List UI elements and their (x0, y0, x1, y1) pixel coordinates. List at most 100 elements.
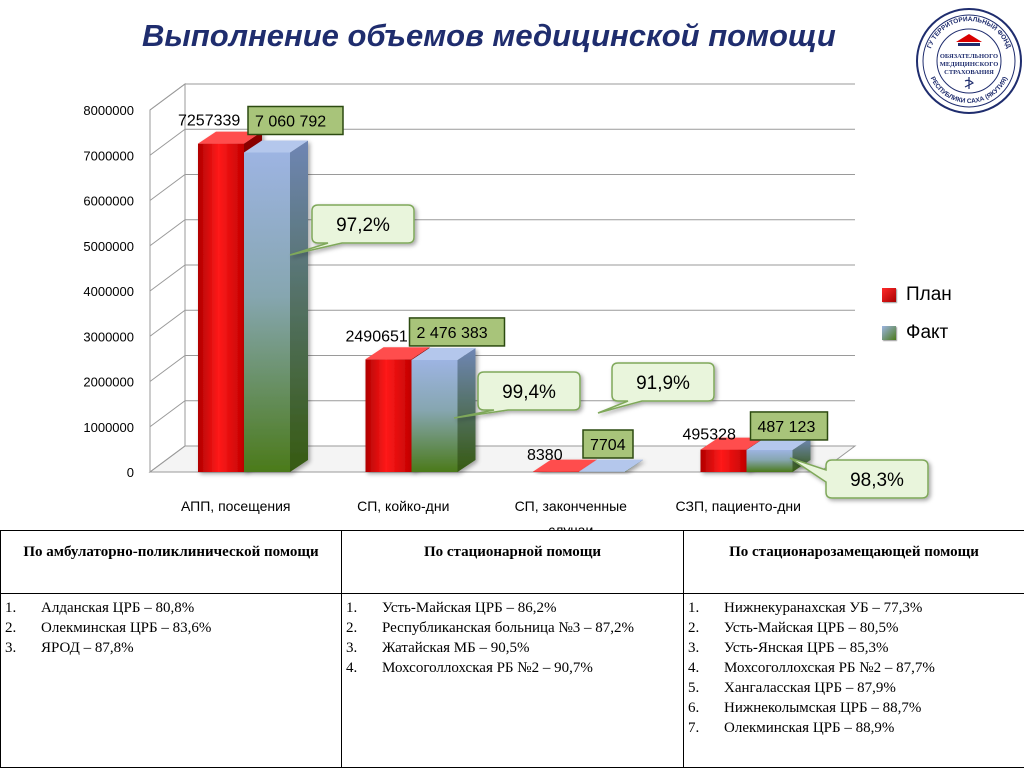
x-category-label-line: случаи (548, 522, 593, 530)
bar-top (579, 459, 643, 472)
list-item-text: ЯРОД – 87,8% (41, 640, 134, 656)
list-item-number: 1. (346, 600, 358, 616)
bar-top (365, 347, 430, 360)
bar-fact (411, 347, 476, 472)
header-day-hospital: По стационарозамещающей помощи (683, 530, 1024, 594)
bar-front (244, 152, 290, 473)
bar-fact (579, 459, 643, 472)
list-item-number: 2. (5, 620, 17, 636)
percent-callout (597, 362, 715, 414)
legend-label-plan: План (906, 284, 952, 305)
list-item-number: 1. (5, 600, 17, 616)
bar-top (746, 437, 811, 450)
fact-value-box (247, 105, 344, 136)
x-category-label: СЗП, пациенто-дни (676, 498, 801, 514)
list-item: 4. Мохсоголлохская РБ №2 – 87,7% (688, 658, 1020, 678)
percent-callout (289, 204, 415, 256)
bar-fact (244, 140, 308, 473)
bar-top (533, 459, 597, 472)
list-item-number: 4. (346, 660, 358, 676)
plan-value-label: 8380 (527, 447, 563, 464)
seal-line-2: МЕДИЦИНСКОГО (940, 61, 999, 68)
column-inpatient: 1. Усть-Майская ЦРБ – 86,2% 2. Республиканс… (341, 593, 684, 768)
list-item: 7. Олекминская ЦРБ – 88,9% (688, 718, 1020, 738)
plan-value-label: 495328 (683, 427, 736, 444)
bar-top (244, 140, 308, 153)
list-item-text: Олекминская ЦРБ – 83,6% (41, 620, 212, 636)
list-item: 1. Алданская ЦРБ – 80,8% (5, 598, 337, 618)
page-title: Выполнение объемов медицинской помощи (142, 18, 836, 53)
list-item-text: Олекминская ЦРБ – 88,9% (724, 720, 895, 736)
fact-value-box (408, 317, 506, 347)
bar-chart: 0 1000000 2000000 3000000 4000000 5000000 6000… (83, 83, 929, 530)
list-item-number: 2. (688, 620, 700, 636)
percent-label: 99,4% (502, 382, 556, 403)
x-category-label: СП, койко-дни (357, 498, 449, 514)
percent-label: 98,3% (850, 470, 904, 491)
list-day-hospital: 1. Нижнекуранахская УБ – 77,3% 2. Усть-Майс… (688, 598, 1020, 738)
bar-top (411, 347, 476, 360)
list-item-text: Республиканская больница №3 – 87,2% (382, 620, 635, 636)
gridline (149, 128, 855, 156)
list-ambulatory: 1. Алданская ЦРБ – 80,8% 2. Олекминская ЦРБ… (5, 598, 337, 658)
fact-value-label: 7704 (590, 437, 626, 454)
percent-callout (789, 457, 929, 499)
fact-value-label: 2 476 383 (417, 325, 488, 342)
header-inpatient: По стационарной помощи (341, 530, 684, 594)
plan-value-label: 2490651 (346, 328, 408, 345)
list-item: 6. Нижнеколымская ЦРБ – 88,7% (688, 698, 1020, 718)
bar-side (457, 347, 476, 472)
list-item: 1. Нижнекуранахская УБ – 77,3% (688, 598, 1020, 618)
seal-line-3: СТРАХОВАНИЯ (944, 69, 994, 76)
list-item: 2. Республиканская больница №3 – 87,2% (346, 618, 679, 638)
fact-value-label: 7 060 792 (255, 113, 326, 130)
bar-front (411, 359, 458, 472)
list-item: 4. Мохсоголлохская РБ №2 – 90,7% (346, 658, 679, 678)
list-item-text: Нижнеколымская ЦРБ – 88,7% (724, 700, 922, 716)
percent-label: 91,9% (636, 373, 690, 394)
x-category-label: АПП, посещения (181, 498, 291, 514)
gridline (149, 355, 855, 382)
x-category-label-line: СП, законченные (515, 498, 628, 514)
y-tick-label: 7000000 (83, 148, 134, 163)
bar-front (746, 449, 793, 472)
list-item-number: 3. (688, 640, 700, 656)
percent-label: 97,2% (336, 215, 390, 236)
bar-top (700, 437, 765, 450)
list-item-text: Алданская ЦРБ – 80,8% (41, 600, 195, 616)
bar-front (198, 143, 244, 472)
list-item-text: Усть-Майская ЦРБ – 86,2% (382, 600, 557, 616)
list-item-number: 5. (688, 680, 700, 696)
list-item-number: 7. (688, 720, 700, 736)
list-item: 3. Жатайская МБ – 90,5% (346, 638, 679, 658)
column-ambulatory: 1. Алданская ЦРБ – 80,8% 2. Олекминская ЦРБ… (0, 593, 342, 768)
x-category-label: СП, законченные случаи (515, 498, 628, 530)
list-item-text: Мохсоголлохская РБ №2 – 87,7% (724, 660, 935, 676)
y-tick-label: 5000000 (83, 239, 134, 254)
gridline (149, 264, 855, 292)
fact-value-label: 487 123 (758, 419, 816, 436)
bar-side (290, 140, 308, 473)
percent-callout (453, 371, 581, 419)
bar-front (365, 359, 412, 472)
list-item-text: Нижнекуранахская УБ – 77,3% (724, 600, 923, 616)
list-item: 2. Усть-Майская ЦРБ – 80,5% (688, 618, 1020, 638)
fact-value-box (582, 429, 634, 459)
legend-swatch-fact (882, 326, 896, 340)
x-category-label-line: АПП, посещения (181, 498, 291, 514)
list-item-number: 3. (346, 640, 358, 656)
list-item-number: 4. (688, 660, 700, 676)
y-tick-label: 1000000 (83, 420, 134, 435)
column-day-hospital: 1. Нижнекуранахская УБ – 77,3% 2. Усть-Майс… (683, 593, 1024, 768)
legend-label-fact: Факт (906, 322, 949, 343)
list-item: 1. Усть-Майская ЦРБ – 86,2% (346, 598, 679, 618)
list-item-text: Хангаласская ЦРБ – 87,9% (724, 680, 896, 696)
y-tick-label: 4000000 (83, 284, 134, 299)
legend-item-fact: Факт (882, 314, 952, 352)
legend-swatch-plan (882, 288, 896, 302)
gridline (149, 309, 855, 337)
gridline (149, 83, 855, 111)
bar-side (625, 459, 643, 472)
legend-item-plan: План (882, 276, 952, 314)
list-item-number: 2. (346, 620, 358, 636)
